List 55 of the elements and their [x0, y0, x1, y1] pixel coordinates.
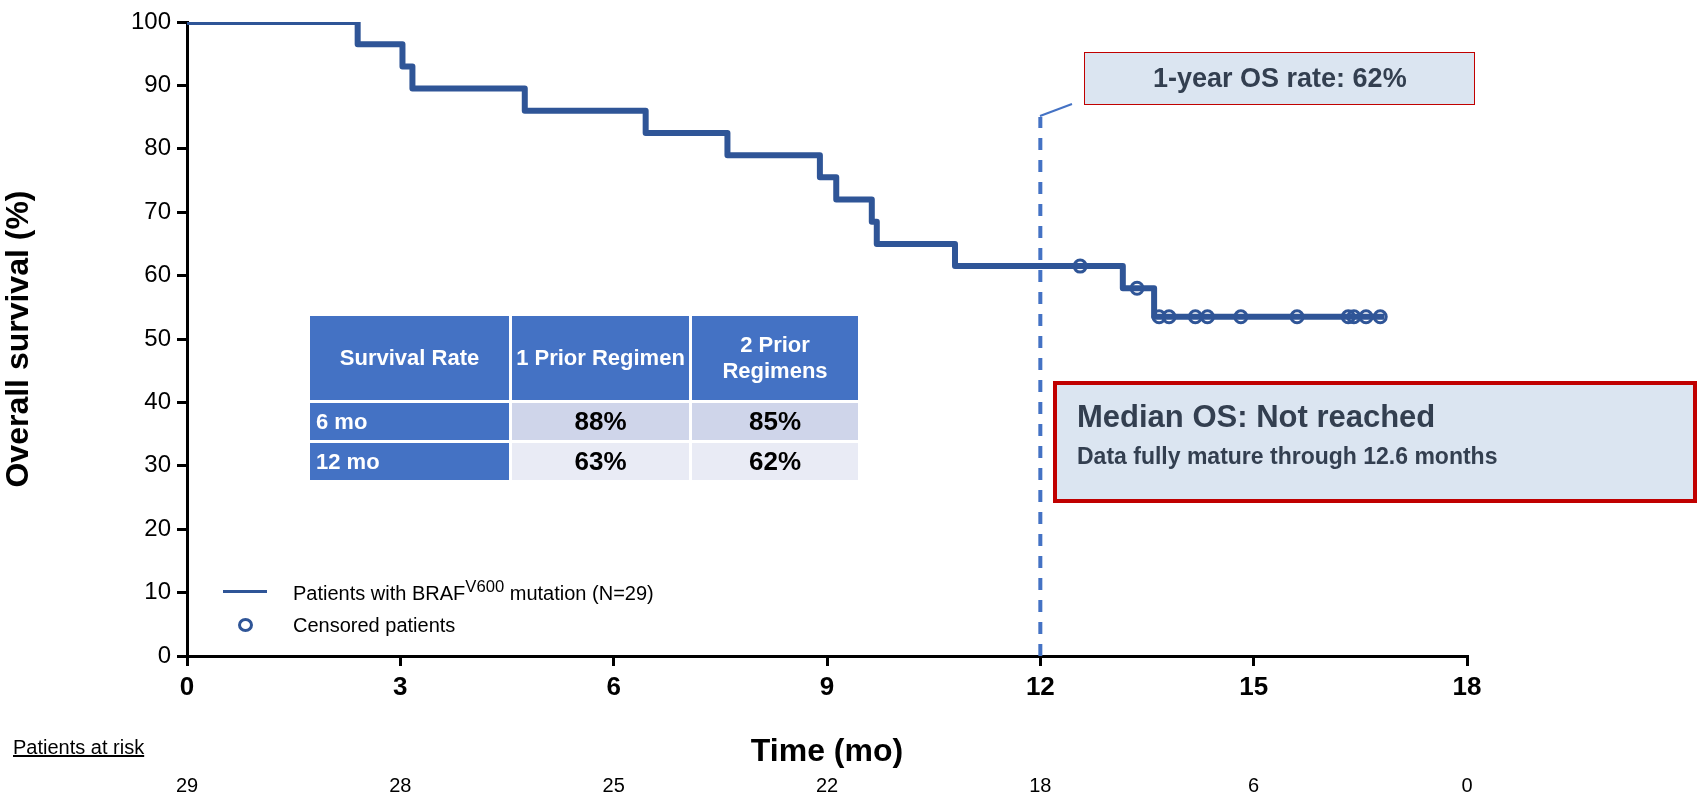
annotation: 12 mo	[308, 441, 511, 482]
annotation: Median OS: Not reached	[1077, 399, 1437, 435]
x-tick-label: 12	[1025, 670, 1055, 701]
text: Patients at risk	[13, 736, 145, 759]
annotation: 63%	[510, 441, 691, 482]
text: 25	[602, 774, 625, 797]
x-tick-label: 18	[1452, 670, 1482, 701]
x-tick-label: 3	[393, 670, 408, 701]
y-tick-label: 50	[144, 323, 171, 351]
point	[1199, 309, 1215, 325]
note-box: Median OS: Not reached Data fully mature through 12.6 months	[1053, 381, 1697, 503]
x-tick-label: 0	[179, 670, 195, 701]
text: 6	[1248, 774, 1260, 797]
annotation: 85%	[690, 401, 860, 442]
annotation: 2 Prior Regimens	[690, 314, 860, 402]
legend-label: Censored patients	[293, 613, 456, 637]
annotation: 6 mo	[308, 401, 511, 442]
y-tick-label: 0	[157, 640, 171, 668]
annotation: Survival Rate	[308, 314, 511, 402]
point	[1161, 309, 1177, 325]
y-tick-label: 20	[144, 513, 171, 541]
point	[1346, 309, 1362, 325]
text: 29	[175, 774, 199, 797]
callout-box: 1-year OS rate: 62%	[1084, 52, 1476, 105]
annotation: 88%	[510, 401, 691, 442]
point	[1372, 309, 1388, 325]
annotation: 1 Prior Regimen	[510, 314, 691, 402]
y-tick-label: 30	[144, 450, 171, 478]
point	[1358, 309, 1374, 325]
x-tick-label: 9	[819, 670, 835, 701]
y-tick-label: 70	[144, 196, 171, 224]
text: 0	[1461, 774, 1473, 797]
point	[1233, 309, 1249, 325]
point	[1187, 309, 1203, 325]
text: 22	[815, 774, 839, 797]
x-tick-label: 15	[1239, 670, 1269, 701]
y-axis-title: Overall survival (%)	[0, 190, 36, 488]
y-tick-label: 80	[144, 133, 171, 161]
x-axis-title: Time (mo)	[750, 731, 904, 768]
legend-label: Patients with BRAF$^{V600}$ mutation (N=29)	[293, 577, 654, 605]
point	[1151, 309, 1167, 325]
annotation: Data fully mature through 12.6 months	[1077, 443, 1499, 470]
y-tick-label: 100	[130, 6, 171, 34]
x-tick-label: 6	[606, 670, 621, 701]
point	[1289, 309, 1305, 325]
text: 18	[1029, 774, 1052, 797]
y-tick-label: 90	[144, 70, 171, 98]
y-tick-label: 60	[144, 260, 171, 288]
y-tick-label: 40	[144, 387, 171, 415]
point	[1340, 309, 1356, 325]
text: 28	[389, 774, 412, 797]
y-tick-label: 10	[144, 577, 171, 605]
point	[1072, 258, 1088, 274]
point	[1129, 280, 1145, 296]
annotation: 62%	[690, 441, 860, 482]
